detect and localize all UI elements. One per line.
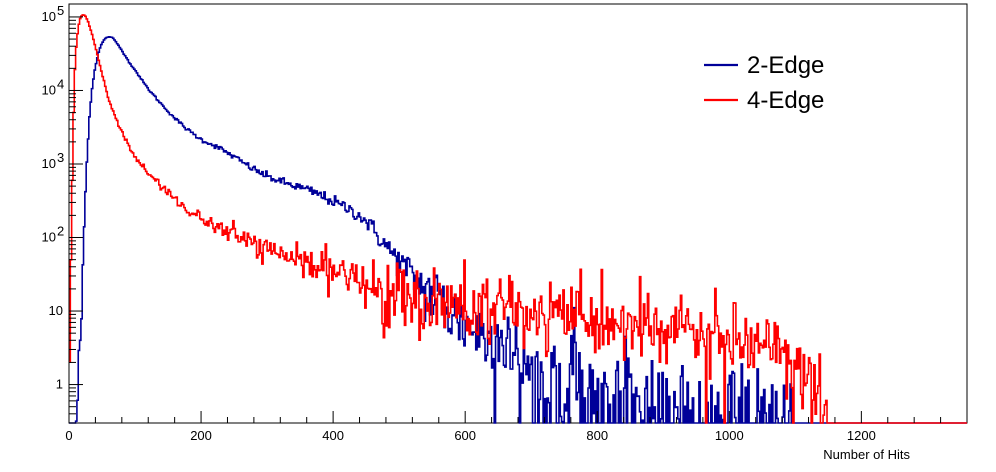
- y-tick-label-10000: 10: [42, 82, 56, 97]
- legend: 2-Edge 4-Edge: [704, 52, 824, 114]
- y-tick-label-1: 1: [56, 377, 63, 392]
- series-line-2-edge: [69, 35, 967, 424]
- y-tick-exponent-100: 2: [57, 224, 64, 239]
- x-tick-label-200: 200: [190, 428, 212, 443]
- y-tick-label-100000: 10: [42, 9, 56, 24]
- y-tick-exponent-10000: 4: [57, 76, 64, 91]
- y-tick-label-100: 10: [42, 230, 56, 245]
- series-layer: [69, 14, 967, 424]
- y-tick-label-1000: 10: [42, 156, 56, 171]
- x-tick-label-1000: 1000: [715, 428, 744, 443]
- y-tick-label-10: 10: [49, 303, 63, 318]
- x-axis-title: Number of Hits: [823, 447, 910, 462]
- x-tick-label-600: 600: [454, 428, 476, 443]
- series-line-4-edge: [69, 14, 967, 424]
- x-tick-label-800: 800: [586, 428, 608, 443]
- x-tick-label-1200: 1200: [847, 428, 876, 443]
- x-tick-label-400: 400: [322, 428, 344, 443]
- y-tick-exponent-1000: 3: [57, 150, 64, 165]
- legend-label-4-edge: 4-Edge: [747, 87, 824, 114]
- legend-label-2-edge: 2-Edge: [747, 52, 824, 79]
- x-tick-label-0: 0: [65, 428, 72, 443]
- y-tick-exponent-100000: 5: [57, 3, 64, 18]
